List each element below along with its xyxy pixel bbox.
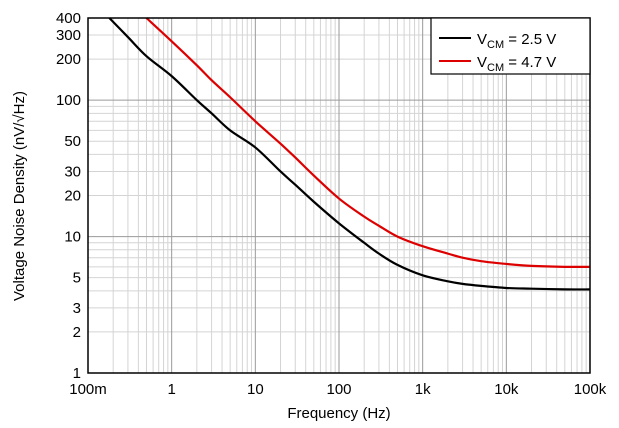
y-tick-label: 100 [56,92,81,109]
legend-label-0-rest: = 2.5 V [504,31,556,48]
legend-label-1: VCM = 4.7 V [477,54,556,74]
legend-label-1-main: V [477,54,487,71]
y-tick-label: 300 [56,27,81,44]
legend-label-1-rest: = 4.7 V [504,54,556,71]
x-tick-label: 10k [494,381,519,398]
legend-box [430,17,591,75]
y-tick-label: 30 [64,163,81,180]
x-tick-label: 100m [69,381,107,398]
series-layer [108,17,591,291]
y-tick-label: 1 [73,365,81,382]
y-tick-label: 50 [64,133,81,150]
y-tick-label: 10 [64,229,81,246]
series-line-0 [108,17,591,291]
x-tick-label: 10 [247,381,264,398]
y-tick-label: 5 [73,270,81,287]
x-axis-title: Frequency (Hz) [287,405,390,422]
legend-label-0-main: V [477,31,487,48]
y-tick-label: 200 [56,51,81,68]
x-tick-label: 1k [415,381,431,398]
y-tick-label: 20 [64,188,81,205]
plot-frame [87,17,591,374]
x-tick-label: 100 [326,381,351,398]
x-tick-label: 1 [167,381,175,398]
legend-label-1-sub: CM [487,62,504,74]
legend-label-0-sub: CM [487,39,504,51]
series-line-1 [145,17,591,269]
x-tick-labels: 100m 1 10 100 1k 10k 100k [69,381,607,398]
legend: VCM = 2.5 V VCM = 4.7 V [430,17,591,75]
y-tick-label: 2 [73,324,81,341]
y-tick-label: 3 [73,300,81,317]
legend-label-0: VCM = 2.5 V [477,31,556,51]
x-tick-label: 100k [574,381,607,398]
y-axis-title: Voltage Noise Density (nV/√Hz) [11,91,28,301]
y-tick-label: 400 [56,10,81,27]
